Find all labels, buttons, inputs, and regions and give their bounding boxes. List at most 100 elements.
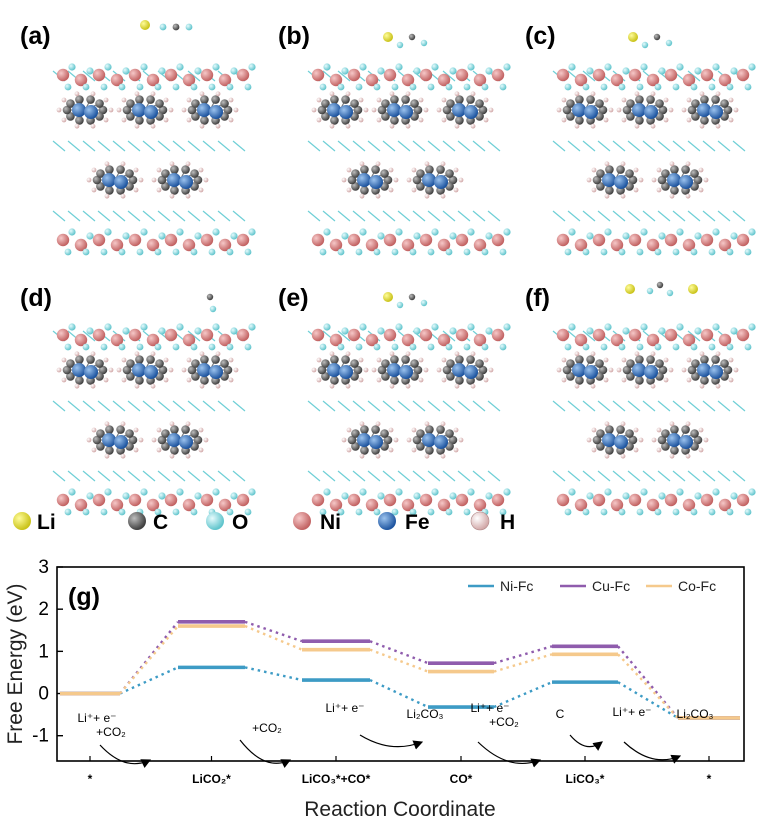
hydrogen-atom (681, 107, 687, 113)
hydrogen-atom (686, 97, 692, 103)
hydrogen-atom (375, 453, 381, 459)
oxygen-atom (427, 83, 435, 91)
nickel-atom (401, 333, 415, 347)
oxygen-atom (104, 63, 112, 71)
carbon-atom (596, 442, 605, 451)
bond (627, 140, 641, 152)
hydrogen-atom (406, 437, 412, 443)
carbon-atom (445, 169, 454, 178)
oxygen-atom (708, 83, 716, 91)
nickel-atom (610, 73, 624, 87)
iron-atom (644, 105, 658, 119)
bond (142, 400, 156, 412)
series-layer (60, 620, 740, 720)
oxygen-atom (658, 492, 666, 500)
nickel-atom (664, 68, 678, 82)
bond (567, 470, 581, 482)
nickel-atom (347, 68, 361, 82)
carbon-atom (723, 105, 733, 115)
oxygen-atom (341, 232, 349, 240)
carbon-atom (383, 435, 393, 445)
oxygen-atom (122, 67, 130, 75)
bond (367, 140, 381, 152)
bond (337, 330, 351, 342)
nickel-atom (736, 233, 750, 247)
hydrogen-atom (488, 107, 494, 113)
reaction-arrow (99, 744, 152, 768)
hydrogen-atom (185, 421, 191, 427)
hydrogen-atom (454, 383, 460, 389)
oxygen-atom (467, 323, 475, 331)
hydrogen-atom (656, 167, 662, 173)
oxygen-atom (654, 83, 662, 91)
oxygen-atom (564, 248, 572, 256)
hydrogen-atom (698, 167, 704, 173)
hydrogen-atom (621, 117, 627, 123)
bond (672, 400, 686, 412)
carbon-atom (380, 429, 389, 438)
hydrogen-atom (620, 193, 626, 199)
carbon-atom (98, 105, 108, 115)
panel-label-f: (f) (525, 284, 550, 312)
hydrogen-atom (586, 437, 592, 443)
iron-atom (144, 365, 158, 379)
transition-line (369, 678, 429, 709)
nickel-atom (182, 73, 196, 87)
hydrogen-atom (453, 187, 459, 193)
bond (627, 400, 641, 412)
iron-atom (434, 435, 448, 449)
oxygen-atom (413, 327, 421, 335)
x-axis-title: Reaction Coordinate (304, 798, 495, 821)
hydrogen-atom (651, 177, 657, 183)
bond (52, 210, 66, 222)
carbon-atom (691, 99, 700, 108)
hydrogen-atom (574, 123, 580, 129)
hydrogen-atom (199, 351, 205, 357)
oxygen-atom (172, 248, 180, 256)
bond (642, 140, 656, 152)
reaction-annotation: C (556, 707, 565, 721)
iron-atom (357, 173, 371, 187)
hydrogen-atom (603, 357, 609, 363)
carbon-atom (347, 175, 357, 185)
nickel-atom (164, 493, 178, 507)
nickel-atom (646, 498, 660, 512)
oxygen-atom (194, 327, 202, 335)
carbon-atom (690, 169, 699, 178)
transition-line (119, 666, 179, 695)
oxygen-atom (622, 492, 630, 500)
carbon-atom (390, 116, 399, 125)
bond (187, 140, 201, 152)
nickel-atom (218, 238, 232, 252)
carbon-atom (330, 116, 339, 125)
iron-atom (197, 103, 211, 117)
hydrogen-atom (556, 367, 562, 373)
bond (687, 470, 701, 482)
carbon-atom (170, 186, 179, 195)
carbon-atom (122, 105, 132, 115)
oxygen-atom (568, 488, 576, 496)
iron-atom (209, 365, 223, 379)
bond (597, 210, 611, 222)
hydrogen-atom (561, 357, 567, 363)
bond (352, 140, 366, 152)
oxygen-atom (86, 327, 94, 335)
carbon-atom (193, 175, 203, 185)
carbon-atom (595, 99, 604, 108)
oxygen-atom (341, 492, 349, 500)
carbon-atom (66, 112, 75, 121)
hydrogen-atom (621, 97, 627, 103)
carbon-atom (321, 372, 330, 381)
oxygen-atom (467, 63, 475, 71)
hydrogen-atom (371, 367, 377, 373)
carbon-atom (383, 175, 393, 185)
oxygen-atom (431, 228, 439, 236)
nickel-atom (236, 233, 250, 247)
iron-atom (102, 433, 116, 447)
oxygen-atom (708, 508, 716, 516)
lithium-atom (383, 32, 393, 42)
oxygen-atom (172, 83, 180, 91)
hydrogen-atom (203, 177, 209, 183)
carbon-atom (455, 95, 464, 104)
bond (187, 70, 201, 82)
